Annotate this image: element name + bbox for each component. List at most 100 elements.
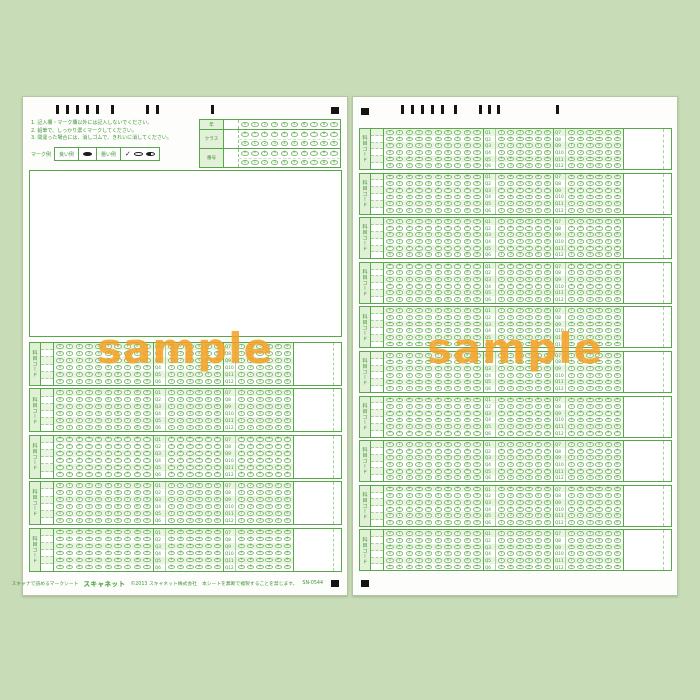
digit-bubble[interactable]: 1 bbox=[237, 511, 246, 517]
digit-bubble[interactable]: 4 bbox=[424, 520, 433, 525]
digit-bubble[interactable]: 6 bbox=[213, 437, 222, 442]
digit-bubble[interactable]: 5 bbox=[104, 458, 112, 463]
digit-bubble[interactable]: 2 bbox=[75, 437, 83, 442]
digit-bubble[interactable]: 2 bbox=[507, 208, 515, 213]
digit-bubble[interactable]: 1 bbox=[567, 194, 576, 200]
digit-bubble[interactable]: 3 bbox=[85, 483, 93, 489]
digit-bubble[interactable]: 8 bbox=[133, 483, 142, 489]
digit-bubble[interactable]: 8 bbox=[133, 504, 142, 510]
digit-bubble[interactable]: 6 bbox=[543, 157, 552, 162]
digit-bubble[interactable]: 6 bbox=[613, 442, 622, 447]
digit-bubble[interactable]: 5 bbox=[274, 483, 282, 489]
digit-bubble[interactable]: 5 bbox=[604, 373, 612, 378]
digit-bubble[interactable]: 1 bbox=[497, 551, 506, 557]
digit-bubble[interactable]: 1 bbox=[395, 284, 404, 289]
digit-bubble[interactable]: 2 bbox=[405, 513, 413, 519]
digit-bubble[interactable]: 4 bbox=[195, 565, 203, 570]
digit-bubble[interactable]: 1 bbox=[497, 181, 506, 186]
digit-bubble[interactable]: 2 bbox=[507, 431, 515, 436]
digit-bubble[interactable]: 2 bbox=[177, 365, 185, 370]
digit-bubble[interactable]: 1 bbox=[497, 157, 506, 162]
digit-bubble[interactable]: 6 bbox=[613, 150, 622, 155]
digit-bubble[interactable]: 2 bbox=[247, 344, 255, 349]
digit-bubble[interactable]: 3 bbox=[586, 284, 594, 289]
write-in-cell[interactable] bbox=[371, 564, 383, 570]
digit-bubble[interactable]: 1 bbox=[395, 538, 404, 543]
digit-bubble[interactable]: 1 bbox=[497, 531, 506, 537]
digit-bubble[interactable]: 2 bbox=[405, 397, 413, 403]
digit-bubble[interactable]: 8 bbox=[133, 565, 142, 570]
digit-bubble[interactable]: 0 bbox=[386, 475, 394, 481]
digit-bubble[interactable]: 1 bbox=[497, 226, 506, 231]
digit-bubble[interactable]: 1 bbox=[237, 530, 246, 535]
digit-bubble[interactable]: 9 bbox=[473, 469, 481, 474]
digit-bubble[interactable]: 2 bbox=[507, 386, 515, 392]
digit-bubble[interactable]: 1 bbox=[567, 270, 576, 276]
digit-bubble[interactable]: 0 bbox=[386, 284, 394, 289]
digit-bubble[interactable]: 2 bbox=[577, 315, 585, 320]
digit-bubble[interactable]: 7 bbox=[123, 390, 132, 396]
digit-bubble[interactable]: 6 bbox=[114, 437, 122, 442]
digit-bubble[interactable]: 2 bbox=[75, 511, 83, 517]
digit-bubble[interactable]: 4 bbox=[525, 424, 533, 429]
digit-bubble[interactable]: 6 bbox=[444, 174, 452, 180]
digit-bubble[interactable]: 7 bbox=[123, 397, 132, 403]
digit-bubble[interactable]: 5 bbox=[104, 544, 112, 549]
digit-bubble[interactable]: 5 bbox=[534, 373, 542, 378]
digit-bubble[interactable]: 9 bbox=[473, 264, 481, 269]
digit-bubble[interactable]: 2 bbox=[75, 411, 83, 417]
digit-bubble[interactable]: 1 bbox=[395, 404, 404, 409]
digit-bubble[interactable]: 9 bbox=[143, 518, 151, 524]
write-in-cell[interactable] bbox=[371, 314, 383, 322]
digit-bubble[interactable]: 3 bbox=[415, 219, 423, 224]
digit-bubble[interactable]: 5 bbox=[434, 359, 442, 365]
write-in-cell[interactable] bbox=[371, 513, 383, 520]
digit-bubble[interactable]: 5 bbox=[534, 558, 542, 563]
digit-bubble[interactable]: 1 bbox=[567, 411, 576, 416]
digit-bubble[interactable]: 5 bbox=[434, 157, 442, 162]
digit-bubble[interactable]: 3 bbox=[586, 487, 594, 492]
digit-bubble[interactable]: 2 bbox=[247, 458, 255, 463]
digit-bubble[interactable]: 2 bbox=[507, 290, 515, 296]
digit-bubble[interactable]: 7 bbox=[123, 472, 132, 477]
digit-bubble[interactable]: 3 bbox=[186, 411, 194, 417]
digit-bubble[interactable]: 6 bbox=[213, 497, 222, 503]
digit-bubble[interactable]: 3 bbox=[516, 174, 524, 180]
digit-bubble[interactable]: 3 bbox=[415, 201, 423, 207]
digit-bubble[interactable]: 2 bbox=[577, 208, 585, 213]
digit-bubble[interactable]: 5 bbox=[204, 397, 212, 403]
digit-bubble[interactable]: 4 bbox=[265, 425, 273, 431]
digit-bubble[interactable]: 6 bbox=[543, 270, 552, 276]
write-in-cell[interactable] bbox=[41, 403, 53, 411]
digit-bubble[interactable]: 1 bbox=[395, 366, 404, 372]
digit-bubble[interactable]: 3 bbox=[586, 411, 594, 416]
digit-bubble[interactable]: 1 bbox=[237, 444, 246, 449]
digit-bubble[interactable]: 0 bbox=[386, 500, 394, 505]
digit-bubble[interactable]: 5 bbox=[434, 188, 442, 193]
block-blank-area[interactable] bbox=[624, 262, 671, 303]
digit-bubble[interactable]: 2 bbox=[507, 397, 515, 403]
digit-bubble[interactable]: 9 bbox=[330, 141, 338, 147]
digit-bubble[interactable]: 9 bbox=[143, 404, 151, 410]
digit-bubble[interactable]: 3 bbox=[516, 565, 524, 570]
digit-bubble[interactable]: 4 bbox=[195, 544, 203, 549]
digit-bubble[interactable]: 5 bbox=[604, 264, 612, 269]
digit-bubble[interactable]: 6 bbox=[613, 379, 622, 385]
digit-bubble[interactable]: 6 bbox=[543, 551, 552, 557]
digit-bubble[interactable]: 0 bbox=[386, 130, 394, 135]
digit-bubble[interactable]: 6 bbox=[543, 379, 552, 385]
digit-bubble[interactable]: 2 bbox=[577, 545, 585, 550]
digit-bubble[interactable]: 5 bbox=[534, 277, 542, 282]
digit-bubble[interactable]: 3 bbox=[256, 425, 264, 431]
digit-bubble[interactable]: 5 bbox=[434, 163, 442, 169]
digit-bubble[interactable]: 1 bbox=[167, 365, 176, 370]
digit-bubble[interactable]: 4 bbox=[424, 277, 433, 282]
digit-bubble[interactable]: 6 bbox=[283, 518, 292, 524]
digit-bubble[interactable]: 5 bbox=[534, 520, 542, 525]
digit-bubble[interactable]: 3 bbox=[85, 565, 93, 570]
digit-bubble[interactable]: 3 bbox=[516, 475, 524, 481]
digit-bubble[interactable]: 2 bbox=[247, 437, 255, 442]
digit-bubble[interactable]: 6 bbox=[444, 219, 452, 224]
digit-bubble[interactable]: 1 bbox=[497, 270, 506, 276]
digit-bubble[interactable]: 3 bbox=[256, 504, 264, 510]
